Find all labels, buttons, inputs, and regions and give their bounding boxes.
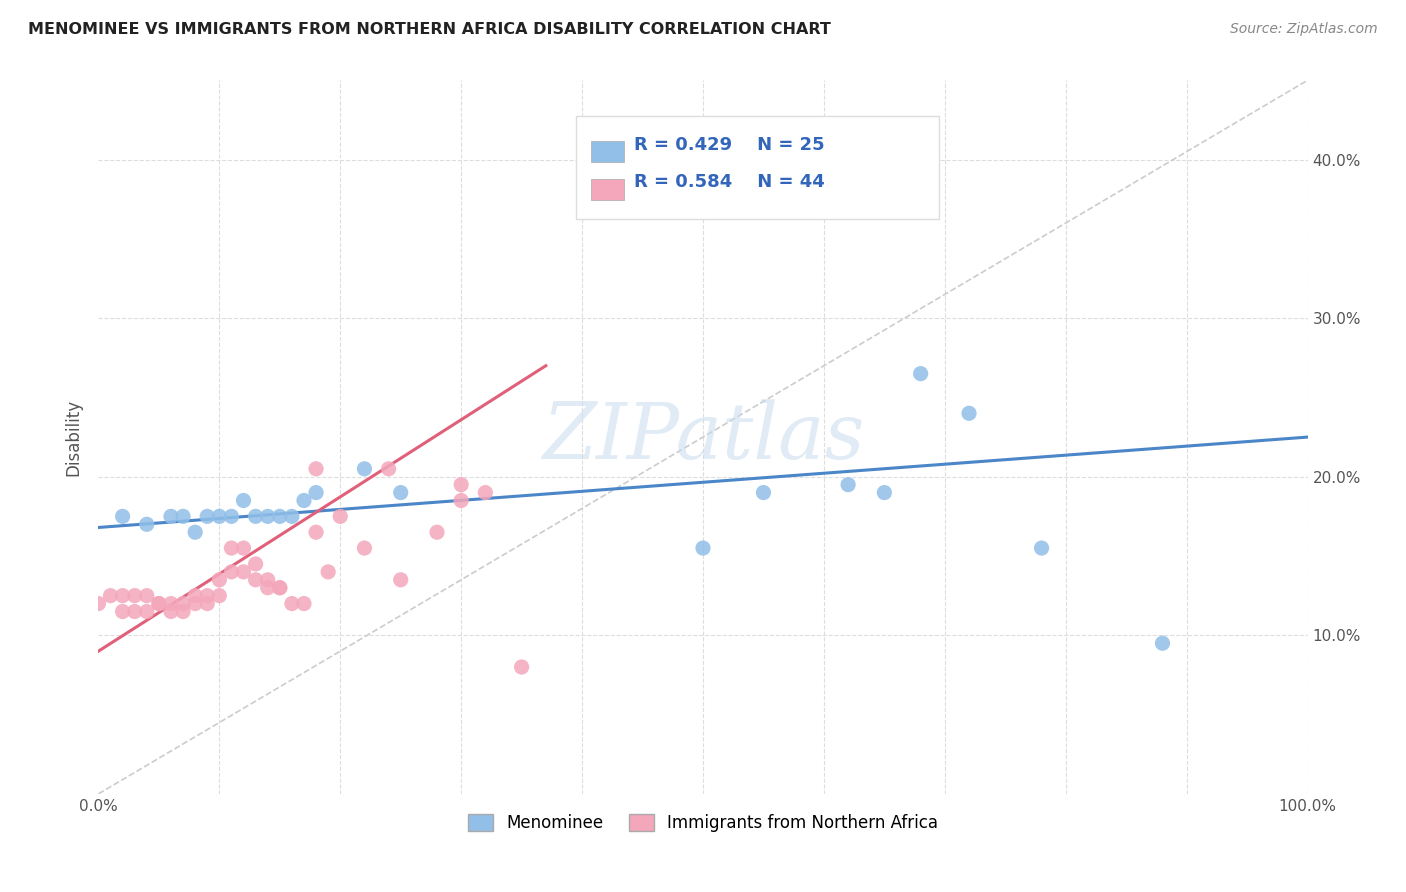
Y-axis label: Disability: Disability: [65, 399, 83, 475]
Point: [160, 597, 183, 611]
Point: [148, 597, 170, 611]
Text: MENOMINEE VS IMMIGRANTS FROM NORTHERN AFRICA DISABILITY CORRELATION CHART: MENOMINEE VS IMMIGRANTS FROM NORTHERN AF…: [28, 22, 831, 37]
Point: [221, 509, 243, 524]
Point: [910, 367, 932, 381]
Point: [245, 573, 267, 587]
Point: [474, 485, 496, 500]
Point: [208, 589, 231, 603]
Point: [195, 597, 218, 611]
Point: [1031, 541, 1053, 555]
Point: [292, 493, 315, 508]
Point: [208, 573, 231, 587]
Point: [232, 541, 254, 555]
FancyBboxPatch shape: [576, 116, 939, 219]
FancyBboxPatch shape: [591, 179, 624, 200]
Point: [245, 509, 267, 524]
Point: [172, 509, 194, 524]
Point: [87, 597, 110, 611]
Point: [1152, 636, 1174, 650]
Text: Source: ZipAtlas.com: Source: ZipAtlas.com: [1230, 22, 1378, 37]
Point: [353, 541, 375, 555]
Point: [111, 509, 134, 524]
Point: [184, 589, 207, 603]
Point: [450, 477, 472, 491]
Point: [172, 597, 194, 611]
Point: [245, 557, 267, 571]
Point: [692, 541, 714, 555]
Point: [957, 406, 980, 420]
Point: [269, 509, 291, 524]
Point: [256, 581, 278, 595]
Point: [184, 525, 207, 540]
FancyBboxPatch shape: [591, 141, 624, 162]
Point: [232, 493, 254, 508]
Point: [281, 597, 304, 611]
Point: [752, 485, 775, 500]
Point: [221, 541, 243, 555]
Point: [510, 660, 533, 674]
Point: [269, 581, 291, 595]
Point: [124, 589, 146, 603]
Point: [100, 589, 122, 603]
Point: [232, 565, 254, 579]
Point: [184, 597, 207, 611]
Point: [353, 462, 375, 476]
Point: [305, 485, 328, 500]
Point: [389, 573, 412, 587]
Point: [111, 589, 134, 603]
Point: [172, 605, 194, 619]
Point: [377, 462, 399, 476]
Point: [135, 589, 157, 603]
Point: [269, 581, 291, 595]
Point: [837, 477, 859, 491]
Point: [124, 605, 146, 619]
Point: [389, 485, 412, 500]
Text: ZIPatlas: ZIPatlas: [541, 399, 865, 475]
Point: [281, 509, 304, 524]
Point: [426, 525, 449, 540]
Point: [148, 597, 170, 611]
Point: [160, 605, 183, 619]
Point: [305, 525, 328, 540]
Point: [256, 573, 278, 587]
Point: [256, 509, 278, 524]
Point: [195, 589, 218, 603]
Point: [292, 597, 315, 611]
Point: [160, 509, 183, 524]
Point: [135, 517, 157, 532]
Point: [329, 509, 352, 524]
Point: [195, 509, 218, 524]
Legend: Menominee, Immigrants from Northern Africa: Menominee, Immigrants from Northern Afri…: [461, 807, 945, 839]
Point: [305, 462, 328, 476]
Point: [111, 605, 134, 619]
Text: R = 0.584    N = 44: R = 0.584 N = 44: [634, 173, 825, 191]
Point: [135, 605, 157, 619]
Point: [316, 565, 339, 579]
Point: [221, 565, 243, 579]
Point: [450, 493, 472, 508]
Point: [873, 485, 896, 500]
Text: R = 0.429    N = 25: R = 0.429 N = 25: [634, 136, 825, 153]
Point: [208, 509, 231, 524]
